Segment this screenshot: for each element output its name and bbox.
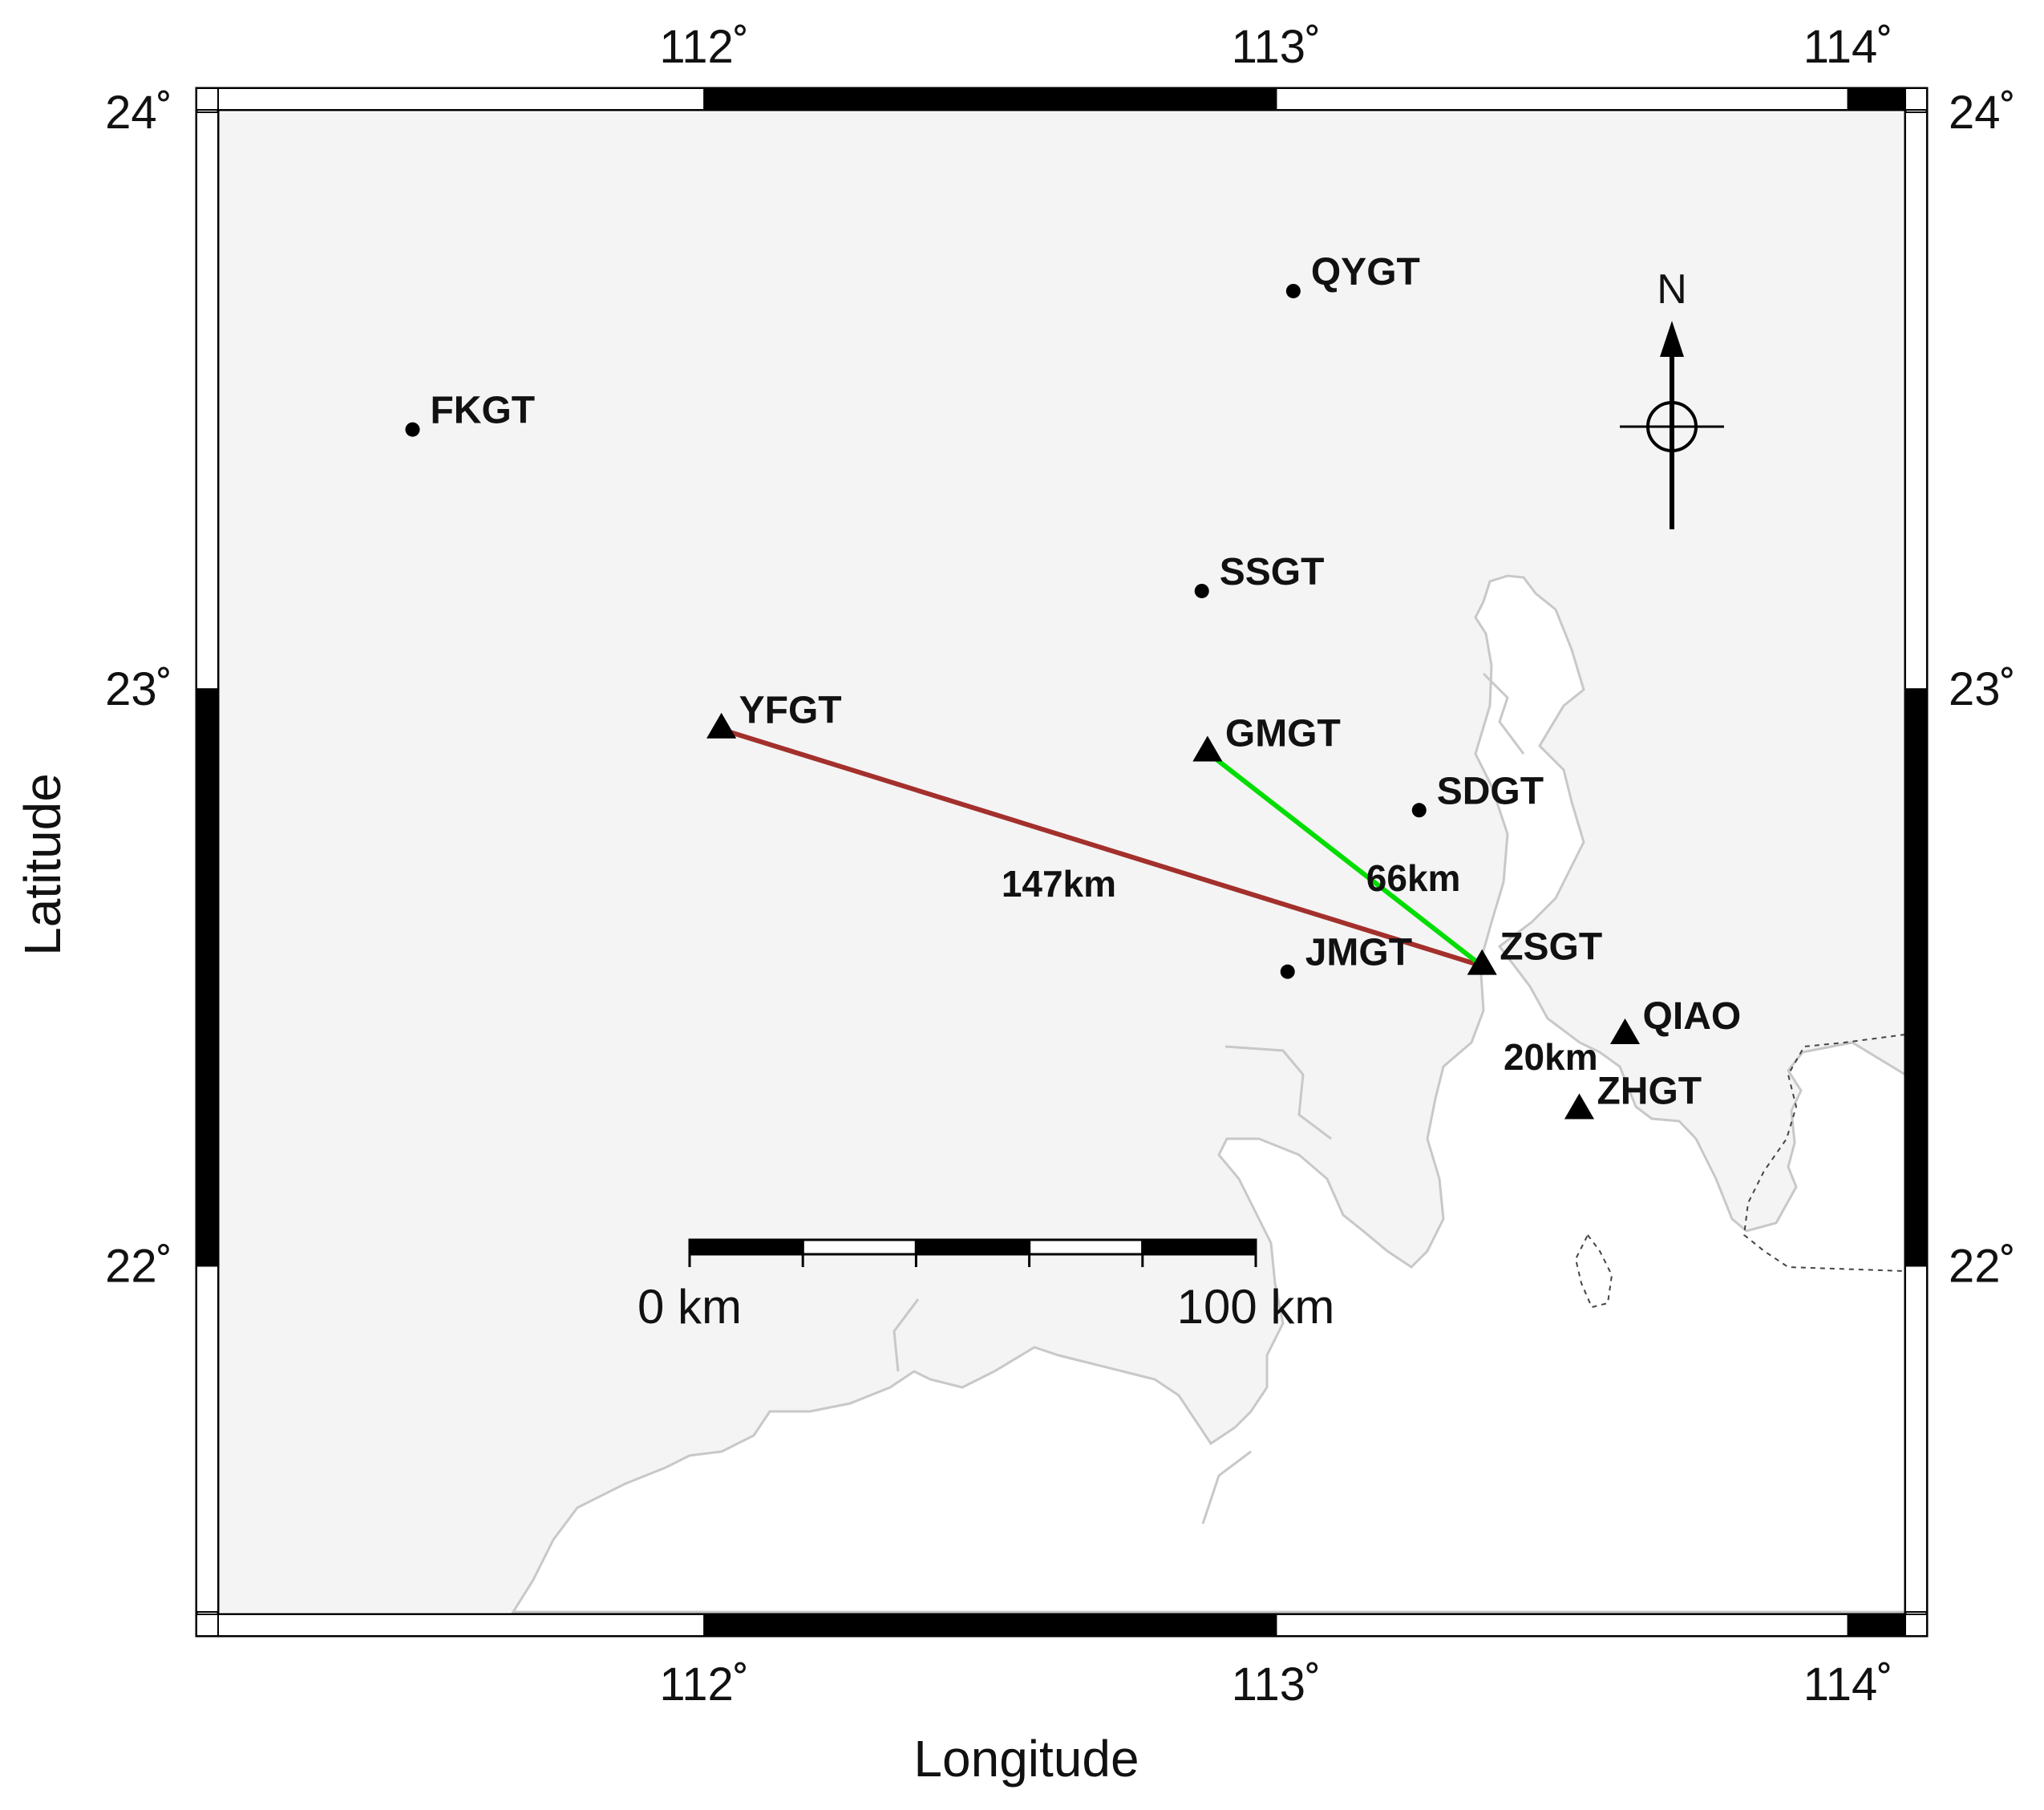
lon-tick-label-bottom: 112˚: [659, 1658, 749, 1711]
north-arrow-head: [1660, 321, 1684, 357]
lat-tick-label-right: 23˚: [1949, 663, 2016, 715]
lon-tick-label-bottom: 114˚: [1803, 1658, 1893, 1711]
frame-segment-right: [1904, 1265, 1928, 1613]
station-marker-gmgt: [1192, 735, 1223, 762]
scale-bar-end-label: 100 km: [1177, 1280, 1335, 1334]
frame-segment-bottom: [217, 1614, 706, 1637]
frame-segment-top: [1847, 87, 1907, 111]
frame-segment-top: [217, 87, 706, 111]
station-marker-zhgt: [1564, 1093, 1595, 1120]
y-axis-title: Latitude: [14, 773, 71, 956]
station-label-qiao: QIAO: [1643, 995, 1742, 1038]
station-marker-fkgt: [405, 422, 420, 437]
station-label-qygt: QYGT: [1311, 251, 1420, 294]
lat-tick-label-right: 24˚: [1949, 87, 2016, 139]
baseline-distance-label: 147km: [1002, 863, 1116, 905]
frame-segment-right: [1904, 111, 1928, 690]
frame-segment-top: [703, 87, 1277, 111]
scale-bar-segment: [914, 1238, 1031, 1256]
x-axis-title: Longitude: [913, 1730, 1139, 1788]
lon-tick-label-top: 114˚: [1803, 21, 1893, 73]
tick-labels: 112˚ 112˚ 113˚ 113˚ 114˚ 114˚ 22˚ 22˚ 23˚ 23˚ 24˚ 2…: [105, 21, 2016, 1711]
north-arrow-circle: [1646, 401, 1698, 452]
coastline-detail: [892, 672, 1525, 1525]
scale-bar-segment: [1141, 1238, 1257, 1256]
north-label: N: [1657, 266, 1687, 313]
frame-segment-bottom: [703, 1614, 1277, 1637]
station-label-fkgt: FKGT: [430, 390, 535, 432]
station-marker-sdgt: [1411, 803, 1427, 818]
frame-segment-bottom: [1275, 1614, 1849, 1637]
lon-tick-label-bottom: 113˚: [1232, 1658, 1322, 1711]
lat-tick-label-left: 23˚: [105, 663, 172, 715]
station-label-sdgt: SDGT: [1437, 770, 1544, 812]
station-label-jmgt: JMGT: [1305, 932, 1412, 974]
station-marker-qygt: [1285, 283, 1301, 298]
station-label-zsgt: ZSGT: [1500, 925, 1602, 968]
station-marker-zsgt: [1467, 949, 1497, 975]
frame-corner: [196, 87, 219, 111]
lat-tick-label-right: 22˚: [1949, 1240, 2016, 1292]
lat-tick-label-left: 22˚: [105, 1240, 172, 1292]
baselines: 147km 66km 20km: [720, 727, 1598, 1078]
frame-corner: [1904, 1614, 1928, 1637]
scale-bar-segment: [801, 1238, 917, 1256]
station-marker-jmgt: [1280, 964, 1295, 979]
sea-area: [511, 574, 1907, 1614]
frame-segment-bottom: [1847, 1614, 1907, 1637]
lon-tick-label-top: 113˚: [1232, 21, 1322, 73]
station-marker-ssgt: [1194, 583, 1209, 598]
station-label-yfgt: YFGT: [739, 690, 842, 732]
baseline-gmgt-zsgt: [1206, 750, 1484, 968]
scale-bar-start-label: 0 km: [637, 1280, 742, 1334]
frame-segment-top: [1275, 87, 1849, 111]
baseline-distance-label: 20km: [1504, 1036, 1598, 1078]
frame-corner: [1904, 87, 1928, 111]
lon-tick-label-top: 112˚: [659, 21, 749, 73]
scale-bar-segment: [688, 1238, 804, 1256]
boundary-line: [1742, 1034, 1906, 1272]
baseline-yfgt-zsgt: [720, 727, 1483, 969]
frame-segment-left: [196, 688, 219, 1267]
scale-bar: 0 km 100 km: [637, 1238, 1335, 1334]
frame-corner: [196, 1614, 219, 1637]
station-marker-qiao: [1609, 1018, 1641, 1044]
frame-segment-left: [196, 111, 219, 690]
island-outline: [1574, 1233, 1613, 1309]
station-label-gmgt: GMGT: [1225, 712, 1341, 755]
frame-segment-right: [1904, 688, 1928, 1267]
station-label-ssgt: SSGT: [1220, 551, 1325, 593]
north-arrow: N: [1620, 266, 1724, 529]
map-frame: [195, 87, 1929, 1638]
station-marker-yfgt: [706, 712, 737, 739]
stations: QYGT FKGT SSGT YFGT GMGT SDGT ZSGT JMGT QIAO ZHGT: [405, 251, 1741, 1120]
baseline-distance-label: 66km: [1366, 857, 1461, 899]
lat-tick-label-left: 24˚: [105, 87, 172, 139]
scale-bar-segment: [1028, 1238, 1144, 1256]
station-label-zhgt: ZHGT: [1597, 1070, 1702, 1112]
frame-segment-left: [196, 1265, 219, 1613]
